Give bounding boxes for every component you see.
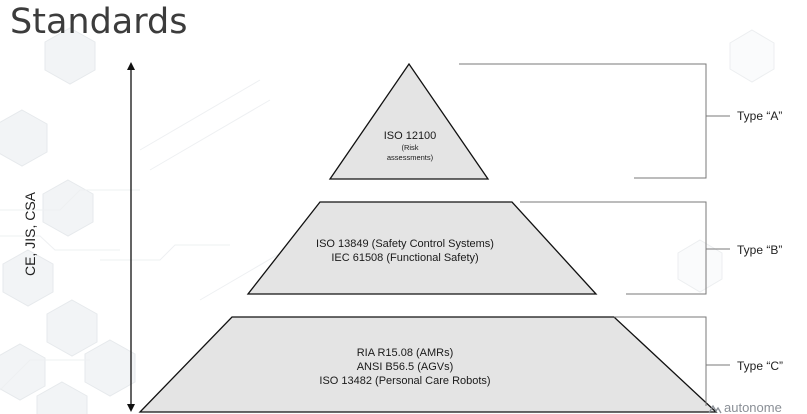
type-c-label: Type “C” xyxy=(737,359,784,373)
watermark: autonome xyxy=(708,400,782,414)
type-b-label: Type “B” xyxy=(737,243,783,257)
bracket-type-b xyxy=(520,201,707,295)
tier-b-text: ISO 13849 (Safety Control Systems) IEC 6… xyxy=(255,237,555,265)
tier-c-line-2: ANSI B56.5 (AGVs) xyxy=(356,361,454,373)
tier-b-line-1: ISO 13849 (Safety Control Systems) xyxy=(316,238,494,250)
bracket-type-c xyxy=(614,316,707,406)
watermark-text: autonome xyxy=(724,400,782,414)
tier-a-text: ISO 12100 (Risk assessments) xyxy=(340,129,480,163)
tier-c-trapezoid xyxy=(138,316,718,413)
tier-a-triangle xyxy=(328,62,490,180)
tier-a-line-2: (Risk xyxy=(401,143,419,152)
tier-c-text: RIA R15.08 (AMRs) ANSI B56.5 (AGVs) ISO … xyxy=(255,346,555,388)
tier-a-line-3: assessments) xyxy=(386,153,434,162)
tier-c-line-1: RIA R15.08 (AMRs) xyxy=(356,347,454,359)
regional-standards-label: CE, JIS, CSA xyxy=(22,191,38,277)
slide-title: Standards xyxy=(10,2,188,42)
bracket-type-a xyxy=(459,63,707,179)
tier-b-line-2: IEC 61508 (Functional Safety) xyxy=(331,252,479,264)
tier-c-line-3: ISO 13482 (Personal Care Robots) xyxy=(319,375,491,387)
tier-a-line-1: ISO 12100 xyxy=(383,130,437,142)
logo-icon xyxy=(708,404,722,413)
type-a-label: Type “A” xyxy=(737,109,783,123)
tier-b-trapezoid xyxy=(246,201,598,295)
